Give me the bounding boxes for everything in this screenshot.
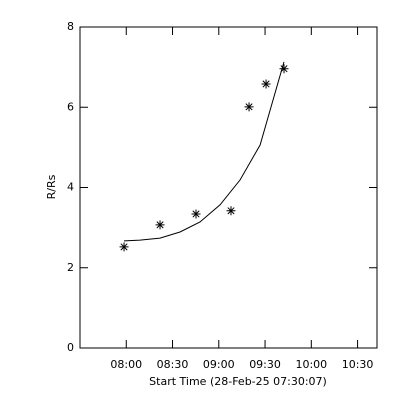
y-tick-label: 0 bbox=[67, 341, 74, 354]
x-tick-label: 09:30 bbox=[249, 358, 281, 371]
y-tick-label: 2 bbox=[67, 261, 74, 274]
data-point bbox=[191, 209, 201, 219]
data-point bbox=[279, 64, 289, 74]
x-tick-label: 10:30 bbox=[342, 358, 374, 371]
x-tick-label: 08:00 bbox=[110, 358, 142, 371]
plot-frame bbox=[79, 26, 378, 349]
data-point bbox=[244, 102, 254, 112]
x-tick-label: 10:00 bbox=[295, 358, 327, 371]
data-point bbox=[119, 242, 129, 252]
fit-curve bbox=[123, 61, 285, 242]
x-axis-label: Start Time (28-Feb-25 07:30:07) bbox=[149, 375, 327, 388]
y-tick-label: 8 bbox=[67, 20, 74, 33]
y-tick-label: 4 bbox=[67, 181, 74, 194]
x-tick-label: 09:00 bbox=[203, 358, 235, 371]
data-point bbox=[261, 79, 271, 89]
data-point bbox=[226, 206, 236, 216]
y-tick-label: 6 bbox=[67, 100, 74, 113]
data-point bbox=[155, 220, 165, 230]
x-tick-label: 08:30 bbox=[157, 358, 189, 371]
y-axis-label: R/Rs bbox=[45, 174, 58, 199]
